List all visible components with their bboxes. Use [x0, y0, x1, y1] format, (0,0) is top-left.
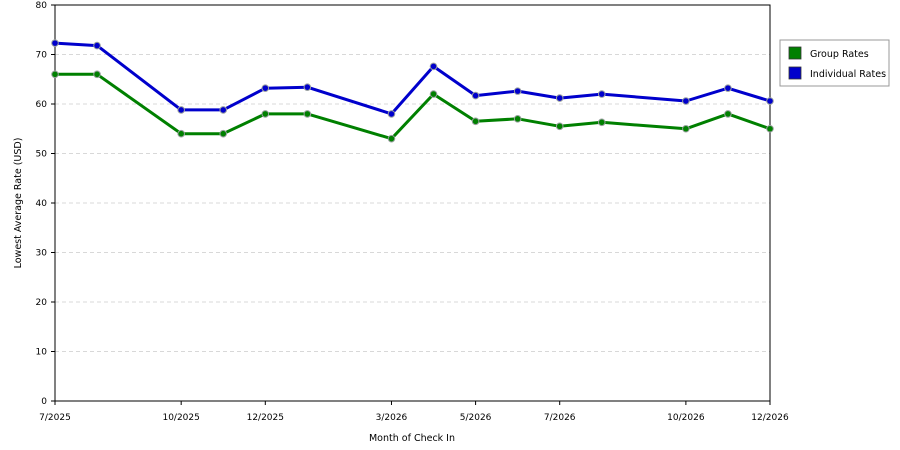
data-point-individual-rates	[682, 97, 690, 105]
data-point-group-rates	[597, 118, 606, 127]
y-axis-title: Lowest Average Rate (USD)	[13, 138, 24, 269]
x-tick-label: 7/2025	[39, 413, 71, 423]
y-tick-label-10: 10	[36, 348, 48, 358]
legend-swatch-individual-rates	[788, 66, 802, 80]
y-tick-label-50: 50	[36, 150, 48, 160]
y-tick-label-20: 20	[36, 298, 48, 308]
x-axis-title: Month of Check In	[369, 433, 455, 444]
data-point-individual-rates	[387, 110, 396, 118]
data-point-individual-rates	[597, 90, 606, 98]
y-tick-label-80: 80	[36, 1, 48, 11]
data-point-group-rates	[93, 70, 101, 79]
data-point-individual-rates	[555, 94, 564, 102]
x-axis: 7/2025 10/2025 12/2025 3/2026 5/2026 7/2026 10…	[39, 401, 789, 423]
legend-label-group-rates: Group Rates	[810, 49, 869, 60]
data-point-group-rates	[471, 117, 480, 126]
y-tick-label-40: 40	[36, 199, 48, 209]
data-point-group-rates	[724, 110, 732, 118]
data-point-group-rates	[261, 110, 270, 118]
data-point-individual-rates	[471, 91, 480, 100]
data-point-individual-rates	[303, 83, 312, 91]
data-point-group-rates	[51, 70, 59, 79]
data-point-individual-rates	[177, 106, 185, 114]
x-tick-label: 12/2026	[751, 413, 789, 423]
data-point-group-rates	[682, 124, 690, 133]
series-group-rates	[51, 70, 774, 143]
legend-label-individual-rates: Individual Rates	[810, 69, 886, 80]
y-axis: 0 10 20 30 40 50 60 70 80	[36, 1, 55, 407]
data-point-group-rates	[177, 129, 185, 138]
data-point-individual-rates	[429, 62, 438, 71]
y-tick-label-30: 30	[36, 249, 48, 259]
data-point-group-rates	[766, 124, 774, 133]
x-tick-label: 3/2026	[376, 413, 408, 423]
data-point-individual-rates	[51, 39, 59, 47]
data-point-group-rates	[219, 129, 228, 138]
data-point-individual-rates	[261, 84, 270, 92]
data-point-individual-rates	[766, 97, 774, 105]
y-tick-label-0: 0	[41, 397, 47, 407]
y-tick-label-70: 70	[36, 51, 48, 61]
x-tick-label: 10/2026	[667, 413, 705, 423]
legend: Group Rates Individual Rates	[779, 39, 890, 87]
data-point-individual-rates	[513, 87, 522, 95]
series-individual-rates	[51, 39, 774, 118]
x-tick-label: 10/2025	[162, 413, 199, 423]
series-layer	[51, 39, 774, 143]
data-point-group-rates	[513, 115, 522, 123]
data-point-group-rates	[555, 122, 564, 131]
legend-swatch-group-rates	[788, 46, 802, 60]
data-point-group-rates	[429, 90, 438, 98]
data-point-individual-rates	[219, 106, 228, 114]
x-tick-label: 12/2025	[247, 413, 284, 423]
data-point-group-rates	[303, 110, 312, 118]
y-tick-label-60: 60	[36, 100, 48, 110]
data-point-group-rates	[387, 134, 396, 143]
data-point-individual-rates	[724, 84, 732, 92]
x-tick-label: 5/2026	[460, 413, 492, 423]
data-point-individual-rates	[93, 41, 101, 50]
x-tick-label: 7/2026	[544, 413, 576, 423]
